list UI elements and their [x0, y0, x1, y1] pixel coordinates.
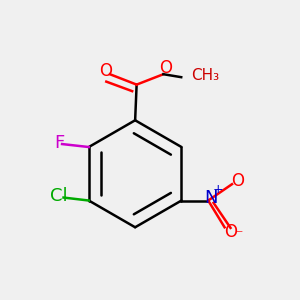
- Text: O: O: [224, 223, 237, 241]
- Text: CH₃: CH₃: [192, 68, 220, 83]
- Text: O: O: [159, 59, 172, 77]
- Text: +: +: [212, 183, 223, 196]
- Text: O: O: [99, 62, 112, 80]
- Text: O: O: [231, 172, 244, 190]
- Text: ⁻: ⁻: [235, 228, 242, 242]
- Text: Cl: Cl: [50, 187, 68, 205]
- Text: N: N: [204, 189, 218, 207]
- Text: F: F: [54, 134, 64, 152]
